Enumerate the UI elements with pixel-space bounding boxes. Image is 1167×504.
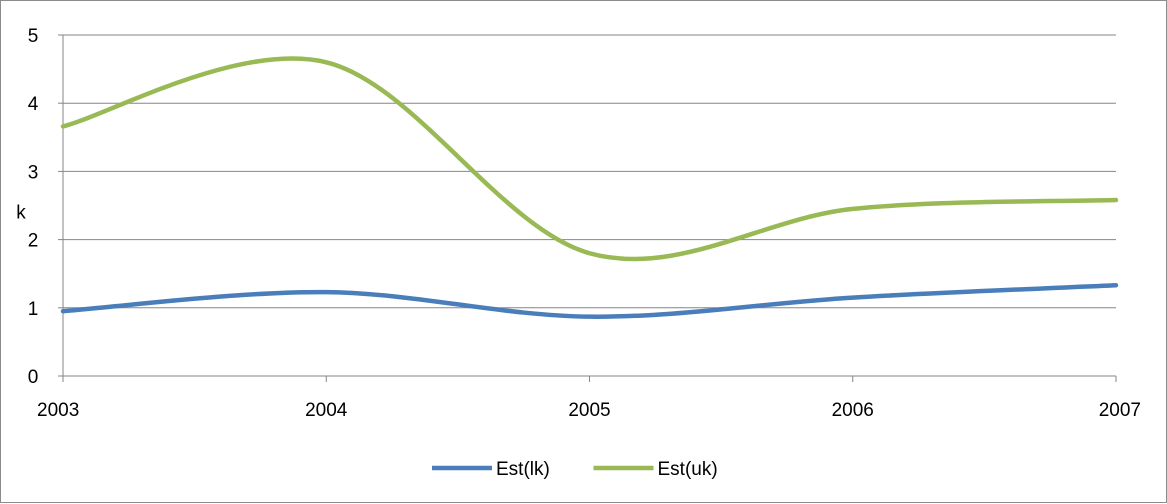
- y-tick-label: 2: [28, 231, 39, 252]
- y-tick-labels: 0 1 2 3 4 5: [28, 26, 39, 388]
- x-tick-labels: 2003 2004 2005 2006 2007: [37, 400, 1141, 421]
- series-line-1: [60, 283, 1119, 319]
- x-tick-label: 2006: [832, 400, 874, 421]
- legend-label: Est(lk): [496, 459, 550, 480]
- y-tick-label: 5: [28, 26, 39, 47]
- y-tick-label: 1: [28, 299, 39, 320]
- y-tick-label: 0: [28, 367, 39, 388]
- series-line-2: [60, 56, 1119, 262]
- series-lines: [60, 56, 1119, 319]
- legend-label: Est(uk): [658, 459, 718, 480]
- y-tick-label: 4: [28, 94, 39, 115]
- x-tick-label: 2007: [1099, 400, 1141, 421]
- x-tick-label: 2003: [37, 400, 79, 421]
- x-tick-label: 2005: [568, 400, 610, 421]
- legend: Est(lk) Est(uk): [432, 459, 718, 480]
- y-tick-label: 3: [28, 162, 39, 183]
- gridlines: [63, 34, 1116, 309]
- axes: [58, 34, 1117, 382]
- x-tick-label: 2004: [305, 400, 348, 421]
- y-axis-title: k: [16, 203, 26, 224]
